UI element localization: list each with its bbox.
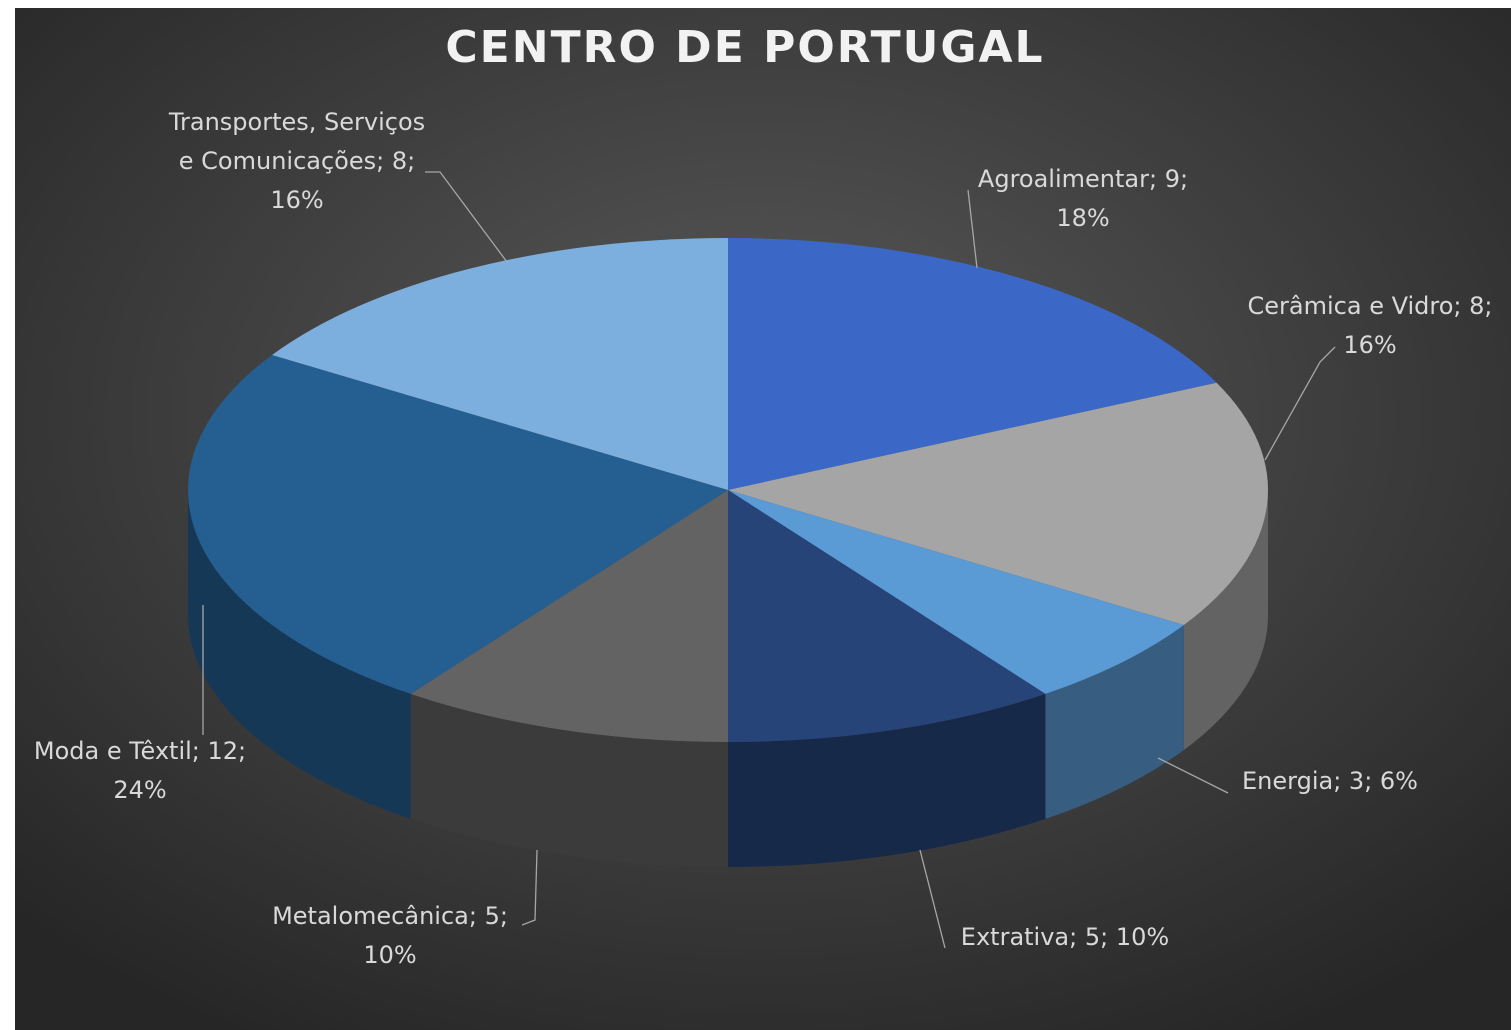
pie-slice (272, 238, 728, 490)
data-label: e Comunicações; 8; (179, 147, 415, 175)
data-label: Metalomecânica; 5; (272, 902, 508, 930)
data-label: Agroalimentar; 9; (978, 165, 1188, 193)
data-label: 16% (1343, 331, 1396, 359)
pie-slice (728, 382, 1268, 626)
leader-line (1157, 757, 1229, 794)
pie-slice (728, 490, 1184, 694)
pie-slice (410, 490, 728, 742)
leader-line (919, 849, 946, 949)
data-label: Energia; 3; 6% (1242, 767, 1418, 795)
pie-slice (728, 238, 1217, 490)
leader-line (967, 189, 978, 269)
data-label: 24% (113, 776, 166, 804)
pie-slice-side (187, 490, 411, 819)
data-label: 16% (270, 186, 323, 214)
pie-slice (728, 490, 1046, 742)
pie-slice-side (410, 693, 728, 867)
pie-slice-side (1183, 490, 1268, 751)
data-label: Moda e Têxtil; 12; (34, 737, 246, 765)
pie-slice-side (1045, 625, 1184, 819)
pie-slice-side (728, 693, 1046, 867)
data-label: Transportes, Serviços (168, 108, 425, 136)
leader-line (425, 171, 508, 263)
leader-line (1264, 346, 1336, 461)
leader-line (521, 849, 538, 926)
pie-slice (188, 354, 728, 694)
data-label: Extrativa; 5; 10% (961, 923, 1169, 951)
data-label: Cerâmica e Vidro; 8; (1248, 292, 1493, 320)
data-label: 18% (1056, 204, 1109, 232)
data-label: 10% (363, 941, 416, 969)
chart-title: CENTRO DE PORTUGAL (445, 22, 1044, 73)
